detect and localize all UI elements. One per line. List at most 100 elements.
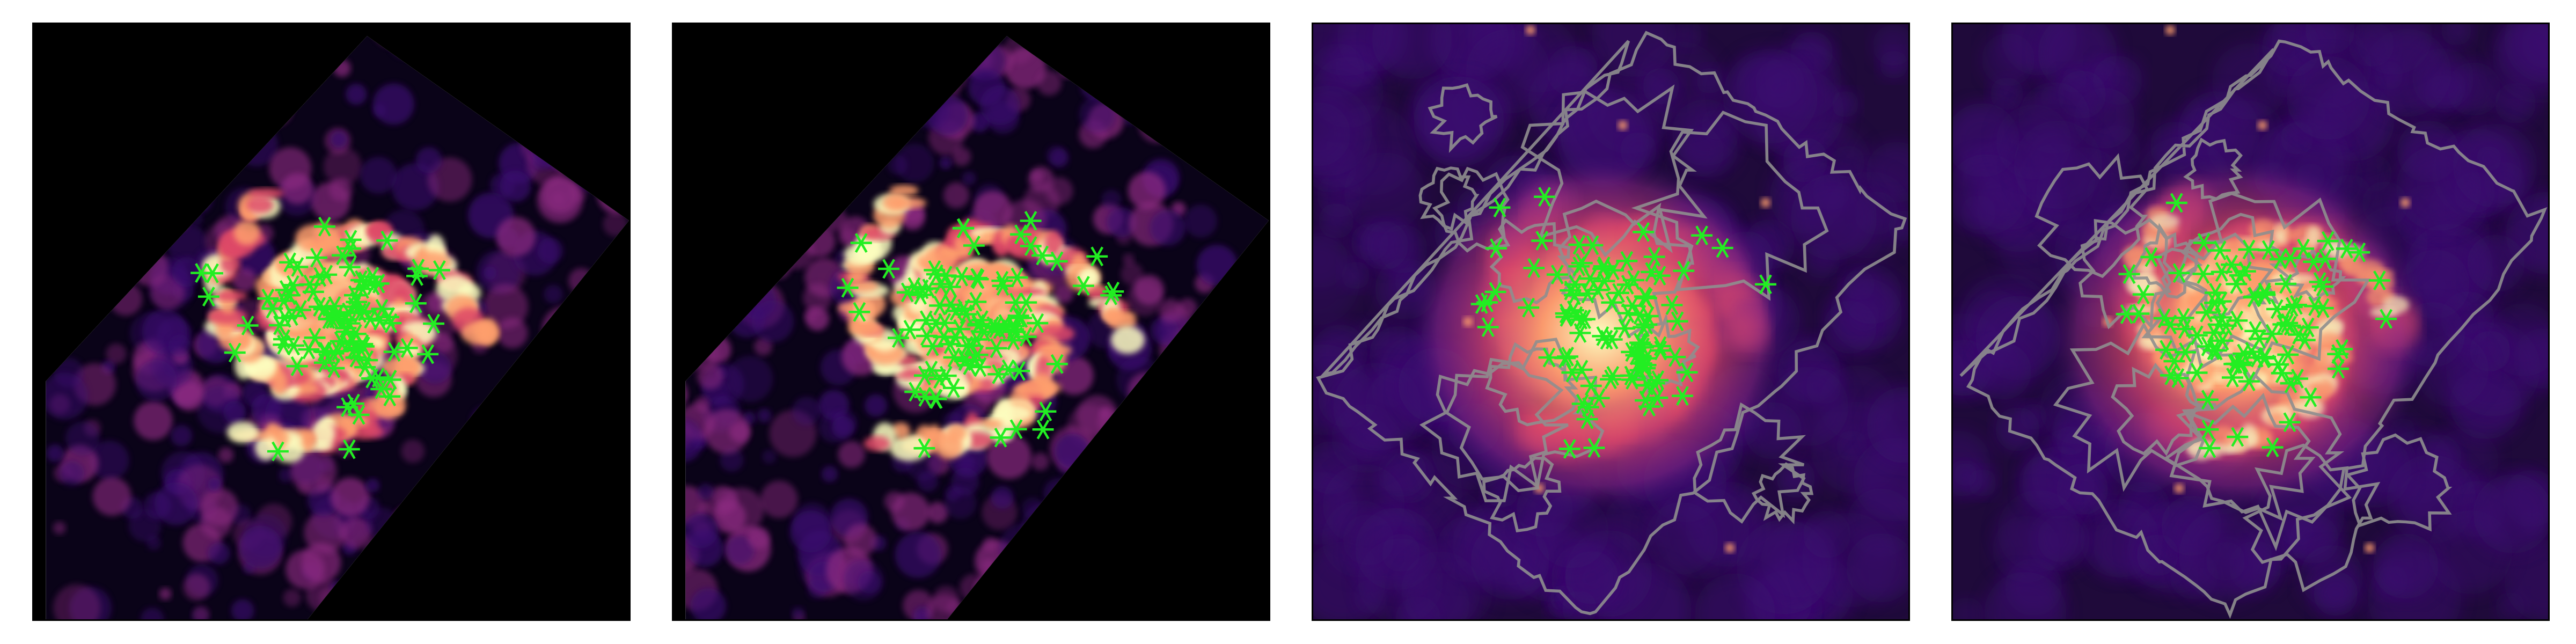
source-marker xyxy=(2253,282,2275,303)
source-marker xyxy=(2227,427,2249,447)
source-marker xyxy=(984,318,1006,338)
source-marker xyxy=(369,310,391,331)
source-marker xyxy=(1531,231,1553,251)
source-marker xyxy=(899,319,921,340)
source-marker xyxy=(2312,298,2334,318)
source-marker xyxy=(1583,438,1605,458)
panel-1-image xyxy=(34,24,629,619)
source-marker xyxy=(1623,270,1644,290)
source-marker xyxy=(2327,344,2349,364)
source-marker xyxy=(2336,238,2358,259)
source-marker xyxy=(379,370,401,390)
source-marker xyxy=(2368,270,2390,290)
source-marker xyxy=(1633,222,1655,242)
source-marker xyxy=(2226,274,2248,294)
source-marker xyxy=(257,288,279,309)
source-marker xyxy=(2277,313,2299,333)
source-marker xyxy=(350,270,372,290)
source-marker xyxy=(2163,351,2185,371)
source-marker xyxy=(1602,366,1624,386)
source-marker xyxy=(1676,362,1698,383)
source-marker xyxy=(1621,370,1643,390)
source-marker xyxy=(1616,251,1638,271)
source-marker xyxy=(1649,336,1671,356)
source-marker xyxy=(325,309,347,329)
source-marker xyxy=(2293,238,2314,259)
source-marker xyxy=(1568,235,1590,255)
source-marker xyxy=(1650,340,1672,361)
source-marker xyxy=(353,301,375,321)
image-panel-1 xyxy=(32,23,631,621)
source-marker xyxy=(2209,240,2231,261)
source-marker xyxy=(1635,390,1657,411)
source-marker xyxy=(914,387,936,407)
source-marker xyxy=(2199,438,2221,458)
panel-2-image xyxy=(674,24,1269,619)
source-markers xyxy=(2116,193,2397,458)
source-marker xyxy=(2286,369,2308,389)
source-marker xyxy=(990,428,1012,448)
source-marker xyxy=(971,310,993,330)
source-marker xyxy=(279,252,301,273)
source-marker xyxy=(224,342,246,363)
source-marker xyxy=(1534,187,1555,207)
source-marker xyxy=(2285,295,2307,315)
source-marker xyxy=(346,292,368,312)
source-marker xyxy=(2167,368,2189,388)
source-marker xyxy=(368,273,390,294)
source-marker xyxy=(2205,340,2227,361)
source-marker xyxy=(313,216,335,237)
source-marker xyxy=(997,359,1019,379)
source-marker xyxy=(267,441,289,462)
source-marker xyxy=(2210,291,2232,311)
source-marker xyxy=(1005,419,1027,440)
source-marker xyxy=(2288,325,2310,345)
source-marker xyxy=(338,439,360,459)
source-marker xyxy=(992,276,1014,296)
source-marker xyxy=(2165,193,2187,213)
source-marker xyxy=(1010,224,1032,245)
source-marker xyxy=(967,269,989,289)
source-marker xyxy=(1634,287,1656,307)
source-marker xyxy=(2192,264,2214,284)
source-marker xyxy=(1643,247,1665,267)
source-marker xyxy=(1020,211,1042,231)
source-marker xyxy=(2348,242,2370,262)
contour-lines xyxy=(1316,31,1907,616)
source-marker xyxy=(289,300,311,320)
source-marker xyxy=(1643,373,1665,393)
source-marker xyxy=(896,282,918,303)
source-marker xyxy=(965,292,987,312)
source-marker xyxy=(2275,274,2296,294)
source-marker xyxy=(1518,297,1540,318)
source-marker xyxy=(283,335,305,356)
source-marker xyxy=(1571,360,1593,380)
source-marker xyxy=(361,368,383,389)
source-marker xyxy=(286,356,308,376)
source-marker xyxy=(940,295,962,315)
source-marker xyxy=(1691,225,1713,246)
source-marker xyxy=(2193,233,2215,253)
source-markers xyxy=(837,211,1124,458)
source-marker xyxy=(942,378,964,398)
source-marker xyxy=(282,275,304,295)
source-marker xyxy=(939,334,961,354)
source-marker xyxy=(2238,239,2260,260)
source-marker xyxy=(2266,299,2288,319)
source-marker xyxy=(2231,353,2253,373)
source-marker xyxy=(2197,390,2219,410)
source-marker xyxy=(2281,297,2303,317)
source-marker xyxy=(2300,387,2322,407)
source-marker xyxy=(2118,264,2140,284)
source-marker xyxy=(379,386,401,407)
source-marker xyxy=(2280,373,2302,393)
source-marker xyxy=(383,342,405,362)
source-marker xyxy=(1027,313,1049,333)
source-marker xyxy=(1557,347,1579,367)
source-marker xyxy=(1546,265,1568,284)
source-marker xyxy=(1588,388,1610,408)
source-marker xyxy=(2309,272,2331,292)
source-marker xyxy=(339,257,361,277)
source-marker xyxy=(848,302,870,322)
source-marker xyxy=(306,247,327,268)
